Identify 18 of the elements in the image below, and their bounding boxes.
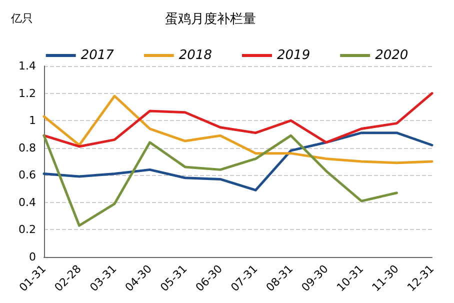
y-tick-label: 1 [29,114,36,128]
y-tick-label: 0.8 [18,141,36,154]
line-series [42,94,434,164]
line-series [42,132,434,192]
legend-label: 2018 [178,48,212,63]
line-series [42,92,434,148]
y-tick-label: 1.4 [18,60,36,72]
legend-label: 2017 [80,48,115,63]
chart-title: 蛋鸡月度补栏量 [165,11,256,27]
line-series [42,134,398,227]
y-tick-label: 1.2 [18,86,36,100]
legend-label: 2020 [375,48,408,63]
y-axis-title: 亿只 [10,12,33,25]
y-tick-label: 0.6 [18,168,36,182]
legend-label: 2019 [277,48,310,63]
y-tick-label: 0 [29,250,36,264]
y-tick-label: 0.2 [18,223,36,236]
y-tick-label: 0.4 [18,196,36,209]
